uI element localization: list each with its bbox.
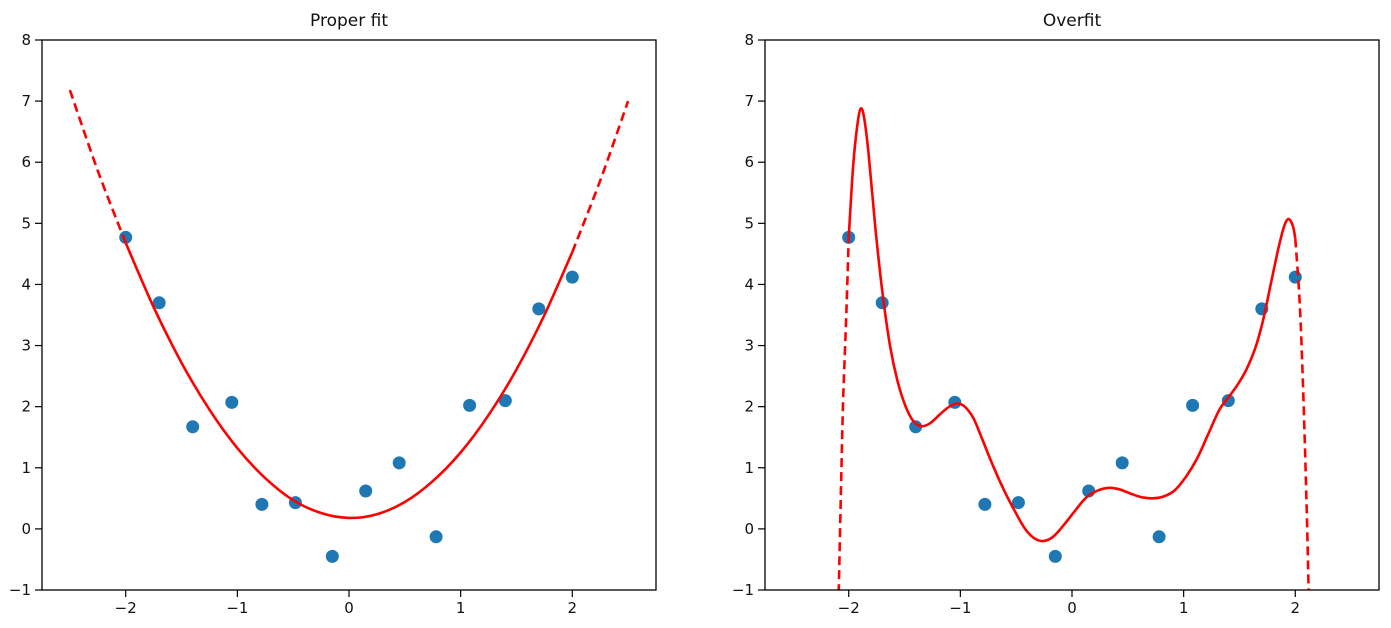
y-tick-label: 6: [744, 153, 754, 171]
x-tick-label: −2: [115, 599, 137, 617]
quadratic-fit-solid: [124, 242, 574, 520]
scatter-point: [1186, 398, 1200, 412]
subplot-overfit: Overfit −2 −1 0 1 2 −1 0 1 2 3 4 5 6 7 8: [723, 0, 1391, 628]
y-tick-label: −1: [732, 581, 754, 599]
y-tick-label: 7: [21, 92, 31, 110]
scatter-point: [1152, 530, 1166, 544]
x-tick-label: 2: [1290, 599, 1300, 617]
x-tick-label: −2: [838, 599, 860, 617]
scatter-point: [463, 398, 477, 412]
axes-face: [42, 40, 656, 590]
scatter-point: [565, 270, 579, 284]
scatter-point: [152, 296, 166, 310]
y-tick-label: 8: [21, 31, 31, 49]
y-tick-label: 6: [21, 153, 31, 171]
scatter-point: [325, 549, 339, 563]
scatter-point: [255, 497, 269, 511]
plot-area: [837, 107, 1310, 590]
y-tick-label: 2: [744, 398, 754, 416]
y-tick-label: 3: [21, 337, 31, 355]
scatter-point: [1288, 270, 1302, 284]
scatter-point: [359, 484, 373, 498]
plot-area: [68, 89, 630, 563]
overfit-curve-solid: [847, 107, 1297, 543]
quadratic-fit-extrapolation-right: [571, 100, 630, 253]
quadratic-fit-extrapolation-left: [68, 89, 127, 244]
x-tick-label: 0: [344, 599, 354, 617]
subplot-proper-fit: Proper fit −2 −1 0 1 2 −1 0 1 2 3 4 5 6 7 8: [0, 0, 695, 628]
x-tick-label: −1: [949, 599, 971, 617]
x-tick-label: 1: [1179, 599, 1189, 617]
scatter-point: [1011, 496, 1025, 510]
y-tick-label: 8: [744, 31, 754, 49]
scatter-point: [186, 420, 200, 434]
scatter-point: [119, 230, 133, 244]
y-tick-label: 5: [21, 214, 31, 232]
y-tick-label: 0: [744, 520, 754, 538]
x-tick-label: 2: [567, 599, 577, 617]
overfit-curve-dashed-left: [837, 237, 850, 590]
y-tick-label: 7: [744, 92, 754, 110]
scatter-point: [225, 395, 239, 409]
scatter-point: [1048, 549, 1062, 563]
chart-title-overfit: Overfit: [1042, 11, 1102, 31]
scatter-point: [909, 420, 923, 434]
scatter-point: [429, 530, 443, 544]
y-tick-label: −1: [9, 581, 31, 599]
y-tick-label: 3: [744, 337, 754, 355]
y-tick-label: 1: [744, 459, 754, 477]
scatter-point: [1221, 394, 1235, 408]
scatter-point: [498, 394, 512, 408]
axes-spines: [41, 39, 657, 591]
y-tick-label: 4: [744, 275, 754, 293]
chart-canvas-overfit: −2 −1 0 1 2 −1 0 1 2 3 4 5 6 7 8: [732, 31, 1380, 617]
scatter-point: [1115, 456, 1129, 470]
x-tick-label: −1: [226, 599, 248, 617]
y-tick-label: 4: [21, 275, 31, 293]
chart-canvas-proper-fit: −2 −1 0 1 2 −1 0 1 2 3 4 5 6 7 8: [9, 31, 657, 617]
x-tick-label: 0: [1067, 599, 1077, 617]
y-tick-label: 5: [744, 214, 754, 232]
chart-title-proper-fit: Proper fit: [310, 11, 388, 31]
scatter-point: [392, 456, 406, 470]
y-tick-label: 1: [21, 459, 31, 477]
scatter-point: [978, 497, 992, 511]
scatter-point: [532, 302, 546, 316]
axes-spines: [764, 39, 1380, 591]
y-tick-label: 2: [21, 398, 31, 416]
y-tick-label: 0: [21, 520, 31, 538]
x-tick-label: 1: [456, 599, 466, 617]
overfit-curve-dashed-right: [1294, 238, 1310, 590]
